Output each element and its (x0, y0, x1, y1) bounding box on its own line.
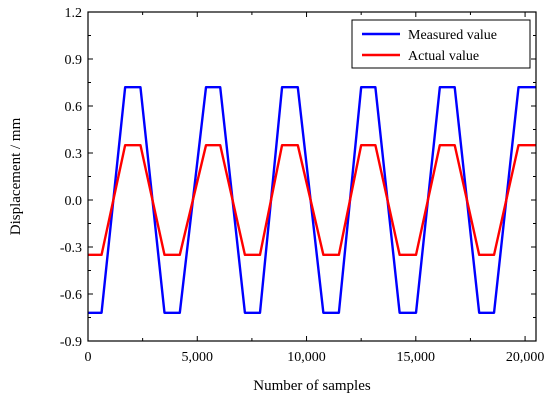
legend: Measured value Actual value (351, 19, 531, 69)
x-tick-label: 15,000 (397, 350, 436, 365)
y-tick-label: -0.6 (60, 288, 82, 303)
series-line-measured-value (88, 85, 536, 314)
series-line-actual-value (88, 143, 536, 257)
y-tick-label: -0.3 (60, 241, 82, 256)
legend-label-measured-value: Measured value (408, 28, 497, 43)
x-axis-title: Number of samples (253, 378, 371, 394)
x-tick-label: 5,000 (182, 350, 214, 365)
y-tick-label: 0.0 (65, 194, 83, 209)
series-layer (88, 85, 536, 314)
ticks-layer: -0.9 -0.6 -0.3 0.0 0.3 0.6 0.9 1.2 0 5,000 10,000 1… (60, 6, 544, 365)
y-tick-label: -0.9 (60, 335, 82, 350)
y-tick-label: 0.6 (65, 100, 83, 115)
y-tick-label: 1.2 (65, 6, 83, 21)
x-tick-label: 0 (85, 350, 92, 365)
legend-box (351, 19, 531, 69)
y-tick-label: 0.9 (65, 53, 83, 68)
y-tick-label: 0.3 (65, 147, 83, 162)
legend-label-actual-value: Actual value (408, 49, 479, 64)
x-tick-label: 10,000 (287, 350, 326, 365)
x-tick-label: 20,000 (506, 350, 545, 365)
y-axis-title: Displacement / mm (8, 117, 24, 235)
